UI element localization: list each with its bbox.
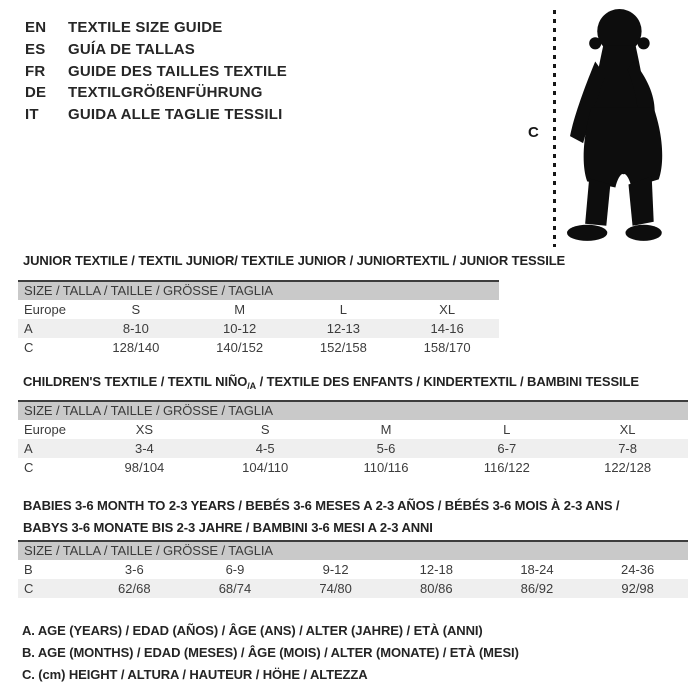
table-row-a: A 8-10 10-12 12-13 14-16 <box>18 319 499 338</box>
table-row-c: C 128/140 140/152 152/158 158/170 <box>18 338 499 357</box>
table-row-a: A 3-4 4-5 5-6 6-7 7-8 <box>18 439 688 458</box>
size-value-cell: 116/122 <box>483 460 530 475</box>
size-value-cell: 128/140 <box>112 340 160 355</box>
size-value-cell: XL <box>439 302 456 317</box>
size-value-cell: 110/116 <box>363 460 409 475</box>
size-value-cell: 140/152 <box>216 340 264 355</box>
row-label-cell: Europe <box>24 302 66 317</box>
language-title: TEXTILE SIZE GUIDE <box>68 19 223 37</box>
size-value-cell: 152/158 <box>319 340 367 355</box>
size-value-cell: L <box>503 422 511 437</box>
title-segment: BABIES 3-6 MONTH TO 2-3 YEARS / BEBÉS 3-… <box>23 498 620 513</box>
size-value-cell: 24-36 <box>621 562 655 577</box>
size-value-cell: 5-6 <box>376 441 396 456</box>
size-value-cell: 86/92 <box>520 581 554 596</box>
size-value-cell: 3-4 <box>135 441 154 456</box>
size-value-cell: 12-18 <box>419 562 453 577</box>
size-value-cell: 158/170 <box>423 340 471 355</box>
size-value-cell: 98/104 <box>124 460 165 475</box>
size-header-bar: SIZE / TALLA / TAILLE / GRÖSSE / TAGLIA <box>18 281 499 300</box>
table-row-b: B 3-6 6-9 9-12 12-18 18-24 24-36 <box>18 560 688 579</box>
row-label-cell: A <box>24 441 33 456</box>
language-row-fr: FR GUIDE DES TAILLES TEXTILE <box>25 60 287 82</box>
language-row-en: EN TEXTILE SIZE GUIDE <box>25 17 287 39</box>
language-code: IT <box>25 106 39 124</box>
size-value-cell: 18-24 <box>520 562 554 577</box>
size-value-cell: S <box>131 302 141 317</box>
size-value-cell: 92/98 <box>621 581 654 596</box>
table-row-europe: Europe XS S M L XL <box>18 420 688 439</box>
size-value-cell: 8-10 <box>122 321 149 336</box>
size-table-title-babies: BABIES 3-6 MONTH TO 2-3 YEARS / BEBÉS 3-… <box>23 495 620 539</box>
legend-line-a: A. AGE (YEARS) / EDAD (AÑOS) / ÂGE (ANS)… <box>22 623 483 638</box>
language-code: EN <box>25 19 47 37</box>
legend-line-b: B. AGE (MONTHS) / EDAD (MESES) / ÂGE (MO… <box>22 645 519 660</box>
size-value-cell: 9-12 <box>322 562 349 577</box>
size-value-cell: 10-12 <box>223 321 257 336</box>
size-value-cell: 4-5 <box>255 441 275 456</box>
title-line: BABYS 3-6 MONATE BIS 2-3 JAHRE / BAMBINI… <box>23 517 619 539</box>
size-value-cell: 74/80 <box>319 581 352 596</box>
language-title: GUIDE DES TAILLES TEXTILE <box>68 62 287 80</box>
title-line: BABIES 3-6 MONTH TO 2-3 YEARS / BEBÉS 3-… <box>23 495 620 517</box>
title-line: CHILDREN'S TEXTILE / TEXTIL NIÑO/A / TEX… <box>23 374 639 394</box>
title-segment: / TEXTILE DES ENFANTS / KINDERTEXTIL / B… <box>256 374 639 389</box>
size-table-babies: SIZE / TALLA / TAILLE / GRÖSSE / TAGLIA B… <box>18 540 688 598</box>
row-label-cell: C <box>24 340 34 355</box>
size-value-cell: 7-8 <box>618 441 637 456</box>
size-value-cell: XS <box>135 422 154 437</box>
size-value-cell: 6-9 <box>225 562 245 577</box>
size-table-junior: SIZE / TALLA / TAILLE / GRÖSSE / TAGLIA E… <box>18 280 499 357</box>
size-value-cell: 80/86 <box>420 581 453 596</box>
language-title: TEXTILGRÖßENFÜHRUNG <box>68 84 263 102</box>
size-value-cell: M <box>380 422 392 437</box>
size-value-cell: S <box>260 422 270 437</box>
size-table-title-junior: JUNIOR TEXTILE / TEXTIL JUNIOR/ TEXTILE … <box>23 253 565 268</box>
size-value-cell: 12-13 <box>326 321 360 336</box>
title-segment: JUNIOR TEXTILE / TEXTIL JUNIOR/ TEXTILE … <box>23 253 566 268</box>
row-label-cell: B <box>24 562 33 577</box>
height-measure-label: C <box>528 124 539 141</box>
legend-line-c: C. (cm) HEIGHT / ALTURA / HAUTEUR / HÖHE… <box>22 667 368 682</box>
language-title: GUÍA DE TALLAS <box>68 41 195 59</box>
size-value-cell: 62/68 <box>118 581 151 596</box>
language-code: DE <box>25 84 47 102</box>
size-table-children: SIZE / TALLA / TAILLE / GRÖSSE / TAGLIA E… <box>18 400 688 477</box>
table-row-europe: Europe S M L XL <box>18 300 499 319</box>
size-table-title-children: CHILDREN'S TEXTILE / TEXTIL NIÑO/A / TEX… <box>23 374 639 394</box>
size-value-cell: 122/128 <box>604 460 652 475</box>
size-value-cell: M <box>234 302 246 317</box>
language-code: ES <box>25 41 46 59</box>
height-measure-dashed-line <box>553 10 556 247</box>
language-title: GUIDA ALLE TAGLIE TESSILI <box>68 106 283 124</box>
size-value-cell: 6-7 <box>497 441 517 456</box>
table-row-c: C 98/104 104/110 110/116 116/122 122/128 <box>18 458 688 477</box>
size-header-bar: SIZE / TALLA / TAILLE / GRÖSSE / TAGLIA <box>18 541 688 560</box>
title-line: JUNIOR TEXTILE / TEXTIL JUNIOR/ TEXTILE … <box>23 253 565 268</box>
row-label-cell: C <box>24 460 34 475</box>
size-value-cell: 68/74 <box>218 581 252 596</box>
size-value-cell: 3-6 <box>124 562 144 577</box>
size-value-cell: 104/110 <box>242 460 289 475</box>
size-value-cell: XL <box>619 422 636 437</box>
size-value-cell: L <box>339 302 347 317</box>
row-label-cell: C <box>24 581 34 596</box>
language-row-de: DE TEXTILGRÖßENFÜHRUNG <box>25 82 287 104</box>
row-label-cell: A <box>24 321 33 336</box>
size-header-bar: SIZE / TALLA / TAILLE / GRÖSSE / TAGLIA <box>18 401 688 420</box>
table-row-c: C 62/68 68/74 74/80 80/86 86/92 92/98 <box>18 579 688 598</box>
language-row-it: IT GUIDA ALLE TAGLIE TESSILI <box>25 104 287 126</box>
title-segment: CHILDREN'S TEXTILE / TEXTIL NIÑO <box>23 374 248 389</box>
title-segment: BABYS 3-6 MONATE BIS 2-3 JAHRE / BAMBINI… <box>23 520 433 535</box>
row-label-cell: Europe <box>24 422 66 437</box>
language-row-es: ES GUÍA DE TALLAS <box>25 39 287 61</box>
language-code: FR <box>25 62 46 80</box>
measurement-legend: A. AGE (YEARS) / EDAD (AÑOS) / ÂGE (ANS)… <box>22 620 519 686</box>
title-segment: /A <box>247 381 257 391</box>
language-list: EN TEXTILE SIZE GUIDE ES GUÍA DE TALLAS FR GU… <box>25 17 287 125</box>
toddler-silhouette-icon <box>566 9 663 241</box>
size-value-cell: 14-16 <box>430 321 464 336</box>
